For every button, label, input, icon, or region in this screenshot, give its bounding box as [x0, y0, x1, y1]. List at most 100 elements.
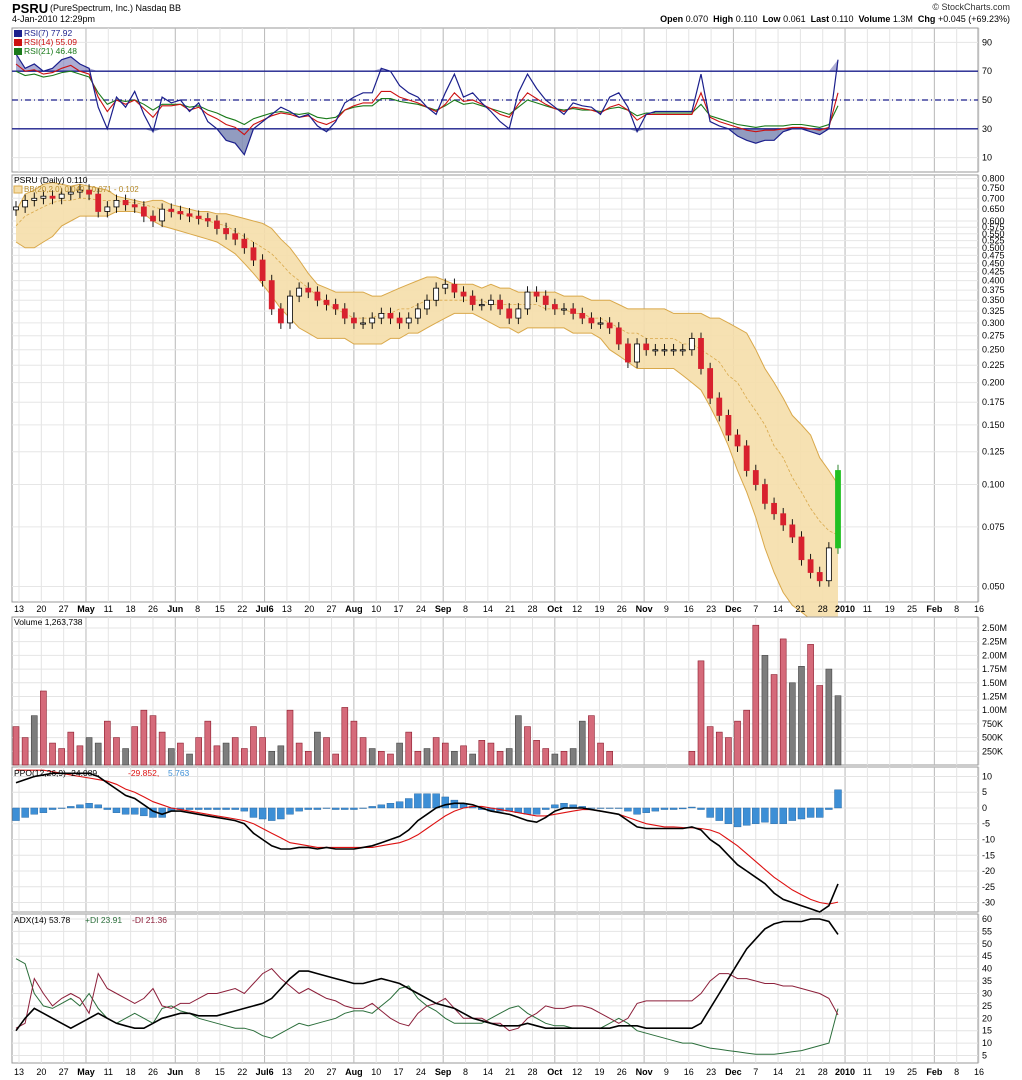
volume-bar — [524, 726, 531, 766]
rsi-legend-entry: RSI(14) 55.09 — [24, 37, 77, 47]
x-axis-label: 20 — [304, 604, 314, 614]
price-candle — [497, 299, 503, 310]
price-tick-label: 0.175 — [982, 397, 1005, 407]
bollinger-upper-line — [15, 181, 839, 485]
x-axis-label-bottom: 26 — [148, 1067, 158, 1077]
price-candle — [807, 559, 814, 573]
chg-value: +0.045 (+69.23%) — [937, 14, 1010, 24]
adx-tick-label: 20 — [982, 1013, 992, 1023]
ppo-histogram-bar — [322, 807, 331, 809]
price-candle — [387, 313, 394, 319]
ppo-histogram-bar — [76, 804, 84, 809]
x-axis-label-bottom: 15 — [215, 1067, 225, 1077]
adx-tick-label: 10 — [982, 1038, 992, 1048]
price-tick-label: 0.600 — [982, 216, 1005, 226]
price-candle — [561, 308, 567, 311]
rsi-legend-swatch — [14, 30, 22, 37]
ppo-histogram-bar — [258, 807, 267, 820]
volume-bar — [259, 737, 266, 766]
x-axis-label: 21 — [505, 604, 515, 614]
ppo-histogram-bar — [21, 807, 29, 818]
price-candle — [232, 233, 239, 240]
ppo-histogram-bar — [112, 807, 121, 813]
x-axis-label: Feb — [926, 604, 943, 614]
rsi-legend-entry: RSI(7) 77.92 — [24, 28, 72, 38]
volume-bar — [834, 695, 842, 766]
volume-bar — [140, 709, 148, 766]
x-axis-label: 16 — [684, 604, 694, 614]
rsi-tick-label: 30 — [982, 124, 992, 134]
ppo-tick-label: -5 — [982, 819, 990, 829]
volume-label: Volume — [858, 14, 891, 24]
volume-bar — [341, 707, 349, 766]
ppo-histogram-bar — [423, 793, 431, 809]
volume-legend-entry: Volume 1,263,738 — [14, 617, 83, 627]
volume-bar — [12, 726, 20, 766]
volume-bar — [30, 715, 38, 766]
x-axis-label: 23 — [706, 604, 716, 614]
price-candle — [542, 295, 549, 305]
x-axis-label: Sep — [435, 604, 452, 614]
price-candle — [268, 280, 275, 310]
x-axis-label: 13 — [282, 604, 292, 614]
price-candle — [460, 291, 467, 297]
price-tick-label: 0.650 — [982, 204, 1005, 214]
price-candle — [670, 349, 677, 352]
price-candle — [835, 470, 841, 549]
x-axis-label-bottom: 7 — [753, 1067, 758, 1077]
x-axis-label: 13 — [14, 604, 24, 614]
price-candle — [424, 299, 430, 310]
volume-bar — [85, 737, 93, 766]
ppo-histogram-bar — [359, 807, 367, 809]
price-tick-label: 0.150 — [982, 420, 1005, 430]
ppo-histogram-bar — [204, 807, 212, 810]
volume-bar — [177, 742, 184, 766]
ppo-histogram-bar — [651, 807, 660, 812]
price-candle — [688, 338, 695, 351]
price-tick-label: 0.075 — [982, 522, 1005, 532]
adx-tick-label: 5 — [982, 1051, 987, 1061]
price-candle — [250, 247, 257, 261]
last-value: 0.110 — [831, 14, 854, 24]
ppo-histogram-bar — [368, 806, 376, 809]
price-candle — [752, 470, 759, 485]
x-axis-label: 11 — [104, 604, 113, 614]
ppo-histogram-bar — [624, 807, 632, 812]
price-candle — [734, 434, 741, 447]
ppo-histogram-bar — [231, 807, 239, 810]
volume-bar — [213, 745, 221, 766]
low-value: 0.061 — [783, 14, 806, 24]
x-axis-label-bottom: Feb — [926, 1067, 943, 1077]
volume-bar — [167, 748, 175, 766]
x-axis-label: Jul6 — [256, 604, 274, 614]
chart-header: PSRU (PureSpectrum, Inc.) Nasdaq BB 4-Ja… — [0, 0, 1022, 26]
volume-bar — [204, 720, 212, 766]
price-candle — [113, 199, 120, 208]
ppo-tick-label: -20 — [982, 866, 995, 876]
volume-bar — [405, 731, 413, 766]
volume-bar — [798, 666, 805, 766]
x-axis-label-bottom: 12 — [572, 1067, 582, 1077]
volume-bar — [725, 737, 732, 766]
volume-tick-label: 1.00M — [982, 705, 1007, 715]
price-candle — [789, 524, 796, 538]
volume-bar — [505, 748, 513, 766]
price-candle — [104, 206, 111, 212]
volume-bar — [286, 709, 294, 766]
ppo-histogram-bar — [797, 807, 806, 820]
price-candle — [707, 368, 714, 399]
volume-bar — [825, 668, 833, 766]
volume-bar — [789, 682, 796, 766]
volume-bar — [606, 750, 613, 766]
price-candle — [369, 317, 376, 324]
high-value: 0.110 — [735, 14, 758, 24]
volume-bar — [350, 720, 358, 766]
x-axis-label: 22 — [237, 604, 247, 614]
volume-bar — [734, 720, 741, 766]
x-axis-label: 18 — [126, 604, 136, 614]
ppo-histogram-bar — [633, 807, 641, 815]
volume-bar — [231, 737, 239, 766]
x-axis-label-bottom: Nov — [636, 1067, 653, 1077]
ppo-histogram-bar — [432, 793, 440, 809]
price-candle — [679, 349, 686, 352]
